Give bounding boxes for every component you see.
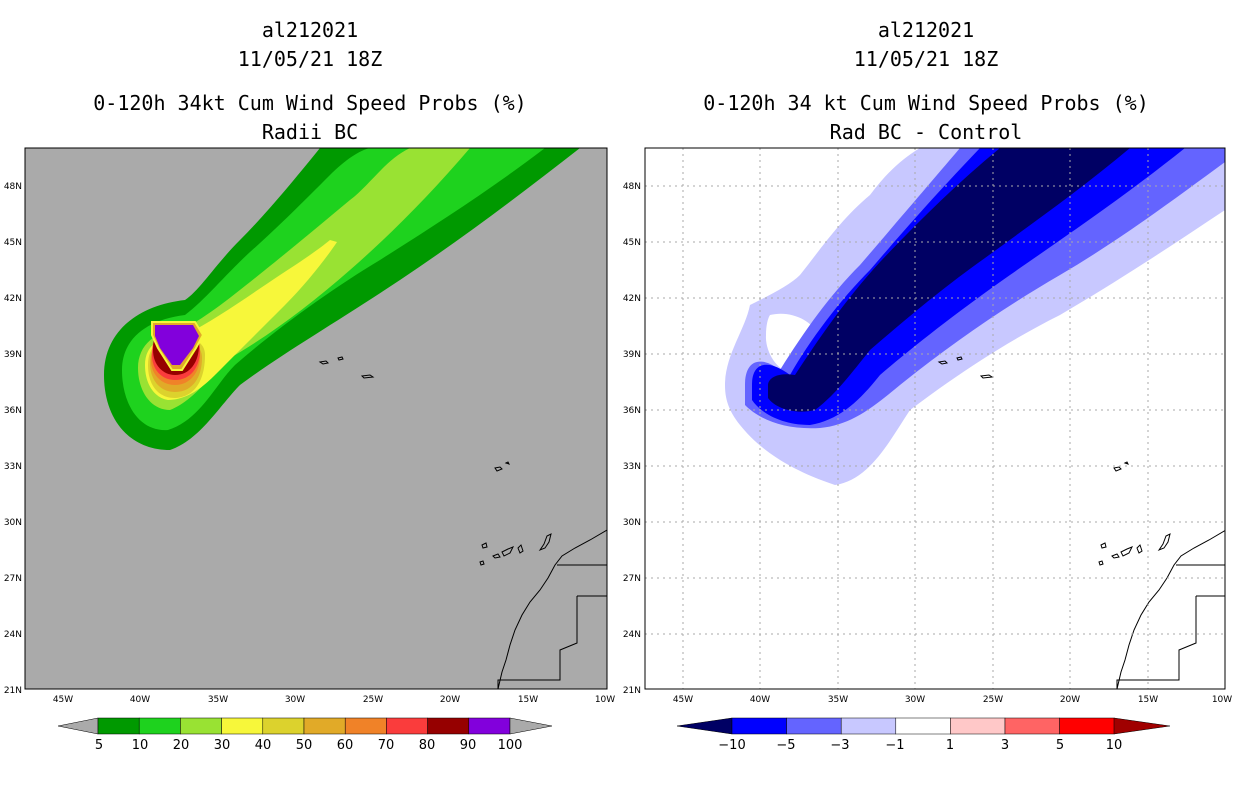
legend-label: 30 — [214, 738, 231, 753]
legend-label: 20 — [173, 738, 190, 753]
lat-label: 30N — [623, 518, 641, 528]
legend-swatch — [221, 717, 264, 735]
legend-swatch — [344, 717, 387, 735]
lon-label: 40W — [750, 695, 770, 705]
lon-label: 25W — [363, 695, 383, 705]
lat-label: 21N — [4, 686, 22, 696]
legend-label: 1 — [946, 738, 954, 753]
legend-label: 80 — [419, 738, 436, 753]
lon-label: 35W — [208, 695, 228, 705]
legend-swatch — [1059, 717, 1115, 735]
lat-label: 24N — [4, 630, 22, 640]
legend-extend-low — [57, 717, 99, 735]
right-map-panel — [644, 147, 1226, 690]
lon-label: 10W — [595, 695, 615, 705]
legend-extend-high — [509, 717, 553, 735]
lat-label: 36N — [4, 406, 22, 416]
legend-extend-high — [1113, 717, 1171, 735]
legend-swatch — [950, 717, 1006, 735]
lat-label: 42N — [4, 294, 22, 304]
lon-label: 35W — [828, 695, 848, 705]
legend-label: 50 — [296, 738, 313, 753]
legend-label: −3 — [830, 738, 849, 753]
legend-label: 5 — [1056, 738, 1064, 753]
lon-label: 10W — [1212, 695, 1232, 705]
legend-swatch — [303, 717, 346, 735]
legend-swatch — [386, 717, 428, 735]
lat-label: 24N — [623, 630, 641, 640]
right-lat-axis: 48N 45N 42N 39N 36N 33N 30N 27N 24N 21N — [623, 182, 641, 696]
legend-label: 10 — [132, 738, 149, 753]
legend-label: 60 — [337, 738, 354, 753]
left-datetime: 11/05/21 18Z — [237, 47, 383, 71]
legend-swatch — [180, 717, 222, 735]
left-storm-id: al212021 — [261, 18, 359, 42]
lon-label: 15W — [1138, 695, 1158, 705]
lat-label: 21N — [623, 686, 641, 696]
lon-label: 45W — [673, 695, 693, 705]
legend-label: 5 — [95, 738, 103, 753]
lon-label: 40W — [130, 695, 150, 705]
lat-label: 27N — [623, 574, 641, 584]
lon-label: 30W — [285, 695, 305, 705]
lat-label: 30N — [4, 518, 22, 528]
right-lon-axis: 45W 40W 35W 30W 25W 20W 15W 10W — [673, 695, 1232, 705]
lat-label: 42N — [623, 294, 641, 304]
left-map-panel — [24, 147, 608, 690]
left-subtitle: Radii BC — [261, 120, 359, 144]
legend-label: 70 — [378, 738, 395, 753]
lon-label: 20W — [440, 695, 460, 705]
lon-label: 20W — [1060, 695, 1080, 705]
lat-label: 45N — [623, 238, 641, 248]
legend-extend-low — [676, 717, 733, 735]
lat-label: 39N — [4, 350, 22, 360]
legend-label: 10 — [1106, 738, 1123, 753]
legend-swatch — [731, 717, 787, 735]
lat-label: 33N — [623, 462, 641, 472]
legend-label: 3 — [1001, 738, 1009, 753]
legend-swatch — [895, 717, 951, 735]
left-legend: 5 10 20 30 40 50 60 70 80 90 100 — [57, 717, 553, 753]
legend-swatch — [1004, 717, 1060, 735]
legend-swatch — [138, 717, 181, 735]
legend-swatch — [262, 717, 305, 735]
lat-label: 48N — [4, 182, 22, 192]
right-storm-id: al212021 — [877, 18, 975, 42]
legend-label: 100 — [498, 738, 523, 753]
legend-swatch — [786, 717, 842, 735]
lon-label: 25W — [983, 695, 1003, 705]
lat-label: 45N — [4, 238, 22, 248]
left-lon-axis: 45W 40W 35W 30W 25W 20W 15W 10W — [53, 695, 615, 705]
right-datetime: 11/05/21 18Z — [853, 47, 999, 71]
lon-label: 30W — [905, 695, 925, 705]
legend-label: −1 — [885, 738, 904, 753]
left-title: 0-120h 34kt Cum Wind Speed Probs (%) — [93, 91, 527, 115]
lat-label: 39N — [623, 350, 641, 360]
legend-label: 90 — [460, 738, 477, 753]
lat-label: 27N — [4, 574, 22, 584]
legend-label: 40 — [255, 738, 272, 753]
lat-label: 33N — [4, 462, 22, 472]
legend-swatch — [97, 717, 140, 735]
right-grid — [645, 148, 1225, 689]
legend-label: −10 — [718, 738, 745, 753]
legend-swatch — [840, 717, 897, 735]
legend-swatch — [427, 717, 470, 735]
lon-label: 15W — [518, 695, 538, 705]
right-subtitle: Rad BC - Control — [829, 120, 1023, 144]
right-legend: −10 −5 −3 −1 1 3 5 10 — [676, 717, 1171, 753]
lon-label: 45W — [53, 695, 73, 705]
right-title: 0-120h 34 kt Cum Wind Speed Probs (%) — [703, 91, 1149, 115]
legend-swatch — [468, 717, 511, 735]
legend-label: −5 — [776, 738, 795, 753]
lat-label: 48N — [623, 182, 641, 192]
lat-label: 36N — [623, 406, 641, 416]
left-lat-axis: 48N 45N 42N 39N 36N 33N 30N 27N 24N 21N — [4, 182, 22, 696]
